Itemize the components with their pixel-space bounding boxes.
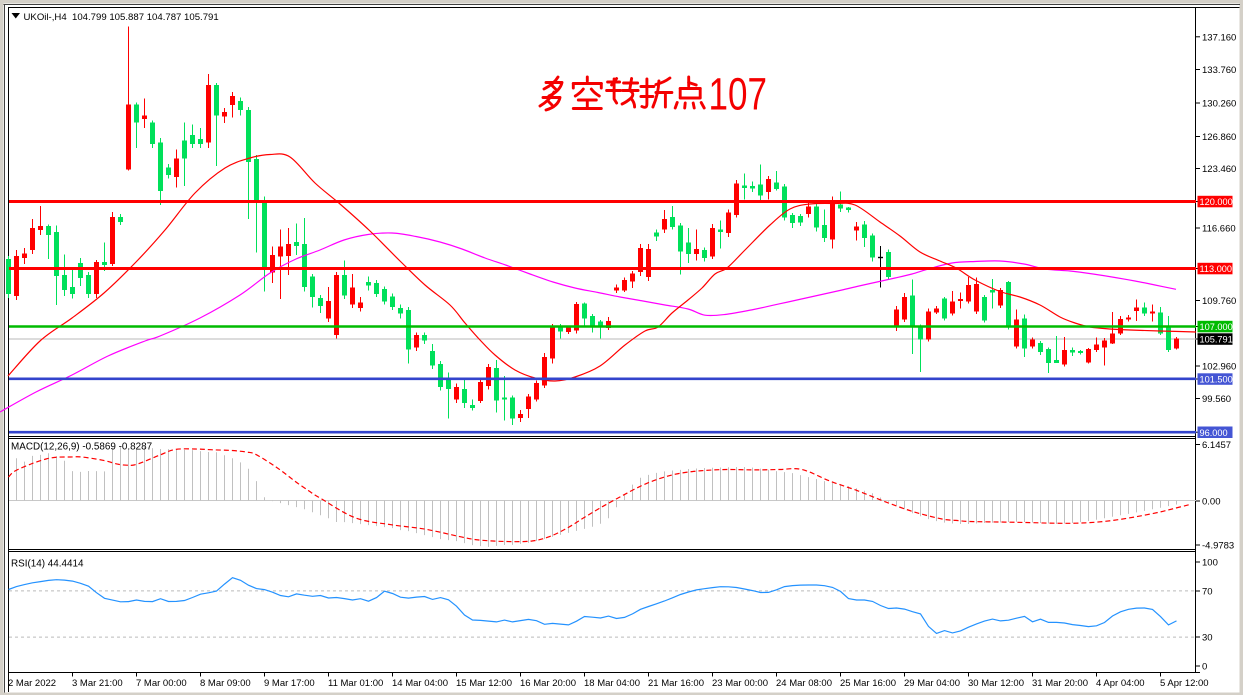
svg-text:70: 70 [1202,587,1213,598]
svg-text:25 Mar 16:00: 25 Mar 16:00 [840,678,896,689]
svg-text:3 Mar 21:00: 3 Mar 21:00 [72,678,123,689]
svg-text:105.791: 105.791 [1200,335,1233,345]
svg-text:24 Mar 08:00: 24 Mar 08:00 [776,678,832,689]
svg-text:99.560: 99.560 [1202,394,1231,405]
svg-text:101.500: 101.500 [1200,375,1233,385]
svg-text:30: 30 [1202,633,1213,644]
svg-text:31 Mar 20:00: 31 Mar 20:00 [1032,678,1088,689]
svg-text:15 Mar 12:00: 15 Mar 12:00 [456,678,512,689]
svg-text:107: 107 [709,68,767,120]
svg-text:109.760: 109.760 [1202,296,1236,307]
svg-text:16 Mar 20:00: 16 Mar 20:00 [520,678,576,689]
svg-text:120.000: 120.000 [1200,197,1233,207]
svg-text:21 Mar 16:00: 21 Mar 16:00 [648,678,704,689]
svg-text:RSI(14) 44.4414: RSI(14) 44.4414 [11,559,84,570]
svg-text:18 Mar 04:00: 18 Mar 04:00 [584,678,640,689]
svg-text:9 Mar 17:00: 9 Mar 17:00 [264,678,315,689]
svg-text:113.000: 113.000 [1200,264,1233,274]
svg-text:6.1457: 6.1457 [1202,440,1231,451]
svg-text:2 Mar 2022: 2 Mar 2022 [8,678,56,689]
svg-text:133.760: 133.760 [1202,65,1236,76]
svg-text:-4.9783: -4.9783 [1202,541,1234,552]
svg-text:123.460: 123.460 [1202,164,1236,175]
svg-text:MACD(12,26,9) -0.5869 -0.8287: MACD(12,26,9) -0.5869 -0.8287 [11,442,152,453]
svg-text:107.000: 107.000 [1200,322,1233,332]
svg-text:100: 100 [1202,558,1218,569]
svg-text:23 Mar 00:00: 23 Mar 00:00 [712,678,768,689]
svg-text:116.660: 116.660 [1202,224,1236,235]
svg-text:4 Apr 04:00: 4 Apr 04:00 [1096,678,1145,689]
svg-text:130.260: 130.260 [1202,99,1236,110]
svg-text:7 Mar 00:00: 7 Mar 00:00 [136,678,187,689]
svg-text:0.00: 0.00 [1202,497,1221,508]
svg-text:137.160: 137.160 [1202,32,1236,43]
svg-text:126.860: 126.860 [1202,132,1236,143]
svg-text:5 Apr 12:00: 5 Apr 12:00 [1160,678,1209,689]
svg-text:UKOil-,H4 104.799 105.887 104: UKOil-,H4 104.799 105.887 104.787 105.79… [24,12,219,23]
svg-text:11 Mar 01:00: 11 Mar 01:00 [328,678,383,689]
svg-text:0: 0 [1202,662,1207,673]
svg-text:8 Mar 09:00: 8 Mar 09:00 [200,678,251,689]
svg-text:14 Mar 04:00: 14 Mar 04:00 [392,678,448,689]
svg-text:102.960: 102.960 [1202,362,1236,373]
svg-text:29 Mar 04:00: 29 Mar 04:00 [904,678,960,689]
svg-text:96.000: 96.000 [1200,428,1228,438]
svg-text:30 Mar 12:00: 30 Mar 12:00 [968,678,1024,689]
